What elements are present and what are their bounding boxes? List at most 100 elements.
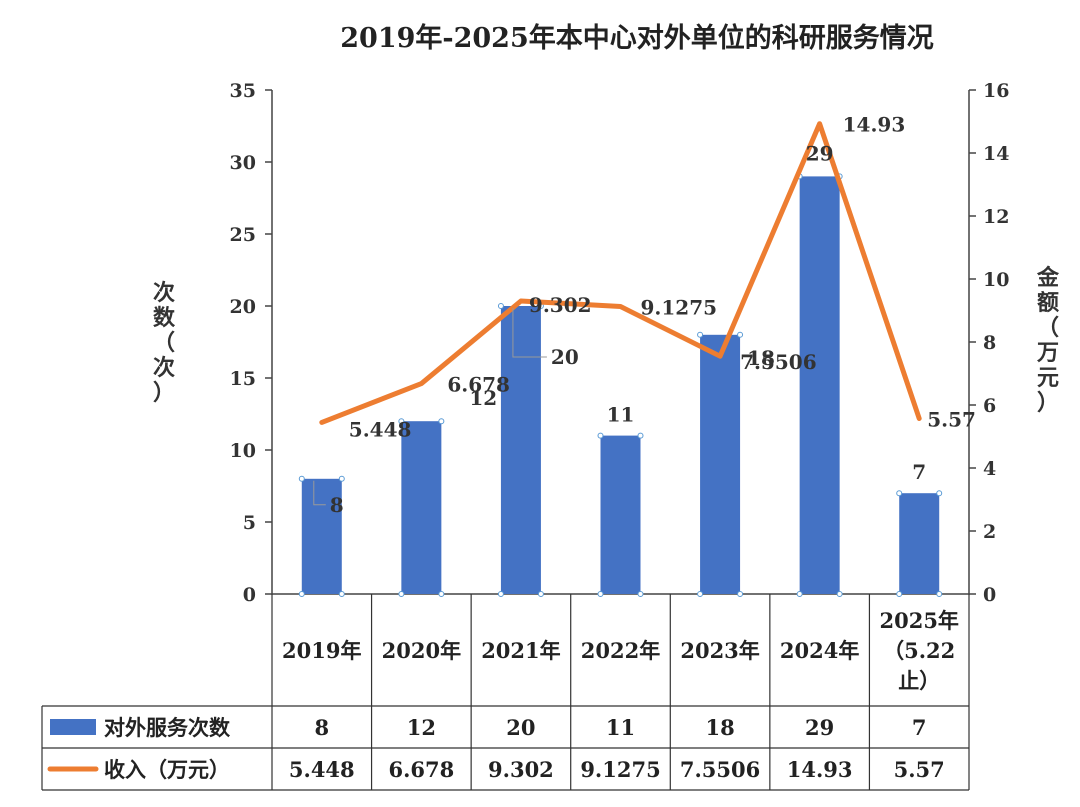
left-tick-label: 30 (230, 152, 256, 174)
bar-handle (936, 490, 943, 497)
bar-handle (936, 591, 943, 597)
left-axis-title-char: ） (153, 380, 175, 406)
table-cell-income: 9.1275 (580, 757, 660, 782)
left-tick-label: 10 (230, 440, 256, 462)
right-tick-label: 2 (983, 521, 996, 543)
right-axis-title-char: 金 (1036, 265, 1060, 291)
category-label: 2021年 (481, 638, 560, 663)
bar-handle (497, 303, 504, 309)
line-data-label: 6.678 (447, 373, 510, 397)
table-cell-count: 20 (506, 715, 535, 740)
right-tick-label: 4 (983, 458, 996, 480)
bar-handle (796, 591, 803, 597)
income-line-path (319, 121, 922, 425)
line-data-label: 5.448 (349, 417, 412, 441)
chart-title: 2019年-2025年本中心对外单位的科研服务情况 (340, 22, 934, 54)
table-cell-income: 9.302 (488, 757, 554, 782)
bar-handle (398, 418, 405, 425)
bar-handle (737, 331, 744, 338)
bars (298, 173, 943, 597)
bar-handle (438, 418, 445, 425)
bar-handle (637, 591, 644, 597)
category-label: 止） (898, 668, 940, 693)
left-tick-label: 25 (230, 224, 256, 246)
table-cell-count: 11 (606, 715, 635, 740)
left-tick-label: 5 (243, 512, 256, 534)
bar-handle (836, 591, 843, 597)
line-data-label: 9.302 (529, 293, 592, 317)
right-tick-label: 16 (983, 80, 1009, 102)
bar-handle (497, 591, 504, 597)
bar-data-label: 12 (469, 386, 497, 410)
left-axis-title-char: 数 (153, 305, 176, 331)
bar-data-label: 29 (806, 141, 834, 165)
bar-2 (401, 421, 442, 594)
bar-data-label: 7 (912, 460, 926, 484)
table-cell-count: 12 (407, 715, 436, 740)
table-cell-income: 7.5506 (680, 757, 760, 782)
category-label: 2025年 (879, 608, 958, 633)
bar-data-label: 18 (747, 346, 775, 370)
left-tick-label: 15 (230, 368, 256, 390)
legend-label-bar: 对外服务次数 (104, 715, 231, 740)
table-cell-count: 18 (705, 715, 734, 740)
left-axis-title-char: 次 (153, 355, 175, 381)
table-cell-count: 7 (912, 715, 927, 740)
bar-handle (697, 331, 704, 338)
bar-handle (438, 591, 445, 597)
category-label: 2020年 (382, 638, 461, 663)
bar-handle (338, 475, 345, 482)
table-cell-income: 5.448 (289, 757, 355, 782)
category-label: 2022年 (581, 638, 660, 663)
bar-handle (637, 432, 644, 439)
line-data-label: 7.5506 (740, 350, 817, 374)
income-line (319, 121, 922, 425)
bar-handle (697, 591, 704, 597)
category-label: 2023年 (680, 638, 759, 663)
right-tick-label: 6 (983, 395, 996, 417)
bar-data-label: 20 (551, 345, 579, 369)
bar-handle (298, 591, 305, 597)
bar-5 (700, 334, 741, 594)
line-data-label: 5.57 (927, 408, 976, 432)
line-data-label: 14.93 (843, 113, 906, 137)
bar-3 (500, 306, 541, 594)
left-tick-label: 20 (230, 296, 256, 318)
left-axis-title-char: （ (153, 330, 175, 356)
right-tick-label: 10 (983, 269, 1009, 291)
right-axis-title-char: ） (1037, 390, 1059, 416)
bar-1 (301, 478, 342, 594)
bar-handle (597, 591, 604, 597)
category-label: （5.22 (883, 638, 955, 663)
right-axis-title-char: （ (1037, 315, 1059, 341)
left-axis-title-char: 次 (153, 280, 175, 306)
right-axis-title-char: 万 (1036, 340, 1059, 366)
bar-4 (600, 435, 641, 594)
bar-data-label: 11 (607, 403, 635, 427)
right-tick-label: 12 (983, 206, 1009, 228)
table-cell-income: 6.678 (388, 757, 454, 782)
bar-6 (799, 176, 840, 594)
bar-handle (597, 432, 604, 439)
leader-line (313, 480, 326, 506)
legend-key-bar (50, 719, 96, 735)
category-label: 2024年 (780, 638, 859, 663)
table-cell-income: 5.57 (894, 757, 945, 782)
data-labels: 8 12 20 11 18 29 7 5.448 6.678 9.302 9.1275 7.5506 1… (313, 113, 976, 517)
left-tick-label: 0 (243, 584, 256, 606)
left-tick-label: 35 (230, 80, 256, 102)
bar-data-label: 8 (330, 493, 344, 517)
bar-7 (899, 493, 940, 594)
legend-label-line: 收入（万元） (104, 757, 230, 782)
table-cell-income: 14.93 (787, 757, 853, 782)
category-label: 2019年 (282, 638, 361, 663)
right-tick-label: 14 (983, 143, 1009, 165)
data-table: 2019年 2020年 2021年 2022年 2023年 2024年 2025年 （5.22… (41, 594, 970, 791)
bar-handle (896, 490, 903, 497)
table-cell-count: 8 (314, 715, 329, 740)
bar-handle (338, 591, 345, 597)
leader-line (512, 308, 547, 358)
